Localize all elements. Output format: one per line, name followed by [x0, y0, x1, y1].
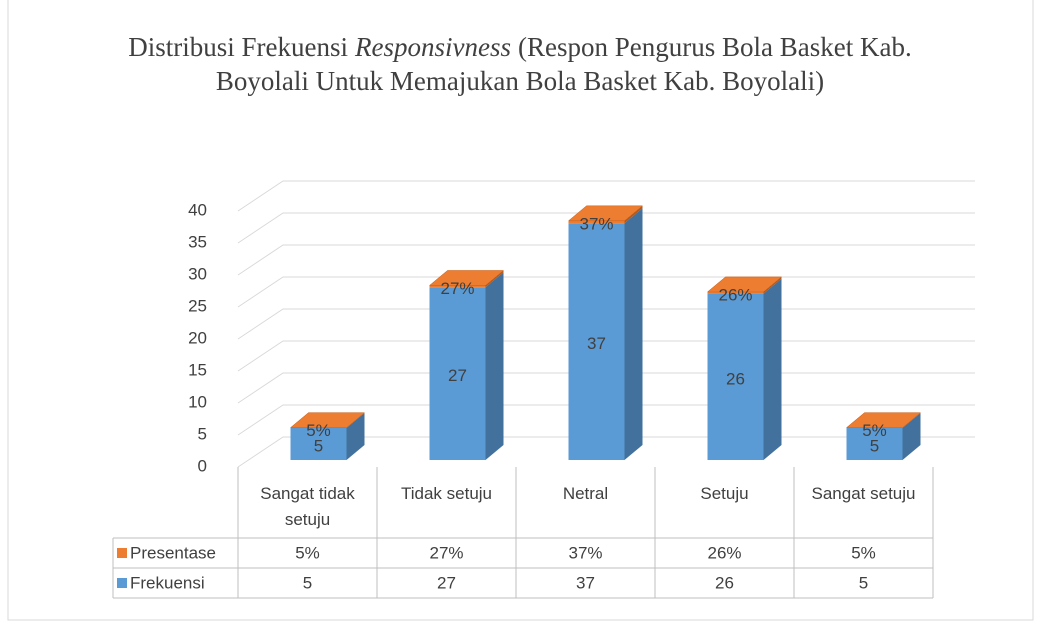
title-part: (Respon Pengurus Bola Basket Kab. Boyola… — [215, 32, 912, 96]
category-label: Tidak setuju — [400, 484, 493, 503]
grid-line — [237, 180, 975, 212]
bar-side — [624, 208, 643, 460]
bar-top — [289, 412, 366, 428]
data-label: 37% — [579, 214, 613, 233]
data-label: 26 — [726, 369, 745, 388]
data-label: 5 — [314, 436, 323, 455]
y-tick-label: 5 — [198, 424, 207, 443]
legend-key — [117, 548, 127, 558]
bar-side — [346, 413, 365, 460]
table-value: 26% — [707, 543, 741, 562]
bar-side — [763, 276, 782, 294]
table-value: 5% — [295, 543, 320, 562]
bar-top — [428, 270, 505, 286]
bar-side — [624, 205, 643, 224]
bar-top — [567, 205, 644, 222]
data-label: 5% — [306, 421, 331, 440]
bar — [707, 291, 764, 294]
y-tick-label: 0 — [198, 456, 207, 475]
chart-title: Distribusi Frekuensi Responsivness (Respon… — [120, 30, 920, 98]
chart-border — [7, 0, 1034, 621]
data-label: 5% — [862, 421, 887, 440]
bar-top — [845, 412, 922, 428]
category-label: Netral — [562, 484, 609, 503]
y-tick-label: 30 — [188, 264, 207, 283]
y-tick-label: 15 — [188, 360, 207, 379]
data-label: 27 — [448, 366, 467, 385]
table-value: 27 — [437, 573, 456, 592]
bar — [568, 223, 625, 460]
table-value: 37% — [568, 543, 602, 562]
bar-side — [485, 272, 504, 460]
table-value: 5 — [303, 573, 312, 592]
data-label: 5 — [870, 436, 879, 455]
bar — [846, 428, 903, 460]
y-tick-label: 35 — [188, 232, 207, 251]
bar — [429, 285, 486, 288]
data-label: 27% — [440, 279, 474, 298]
y-tick-label: 20 — [188, 328, 207, 347]
legend-label: Presentase — [130, 543, 216, 562]
grid-line — [237, 212, 975, 244]
y-tick-label: 40 — [188, 200, 207, 219]
category-label: Setuju — [700, 484, 749, 503]
table-value: 26 — [715, 573, 734, 592]
bar — [290, 428, 347, 460]
bar-top — [706, 276, 783, 293]
title-italic: Responsivness — [355, 32, 512, 62]
title-part: Distribusi Frekuensi — [128, 32, 349, 62]
grid-line — [237, 244, 975, 276]
bar — [568, 220, 625, 224]
bar — [707, 293, 764, 460]
legend-label: Frekuensi — [130, 573, 205, 592]
data-label: 37 — [587, 334, 606, 353]
category-label: Sangat setuju — [811, 484, 916, 503]
legend-key — [117, 578, 127, 588]
table-value: 5 — [859, 573, 868, 592]
table-value: 5% — [851, 543, 876, 562]
y-tick-label: 25 — [188, 296, 207, 315]
bar-side — [763, 278, 782, 460]
bar — [429, 287, 486, 460]
bar-side — [902, 413, 921, 460]
table-value: 37 — [576, 573, 595, 592]
y-tick-label: 10 — [188, 392, 207, 411]
table-value: 27% — [429, 543, 463, 562]
data-label: 26% — [718, 285, 752, 304]
category-label: Sangat tidak setuju — [260, 484, 355, 529]
bar-side — [485, 270, 504, 288]
